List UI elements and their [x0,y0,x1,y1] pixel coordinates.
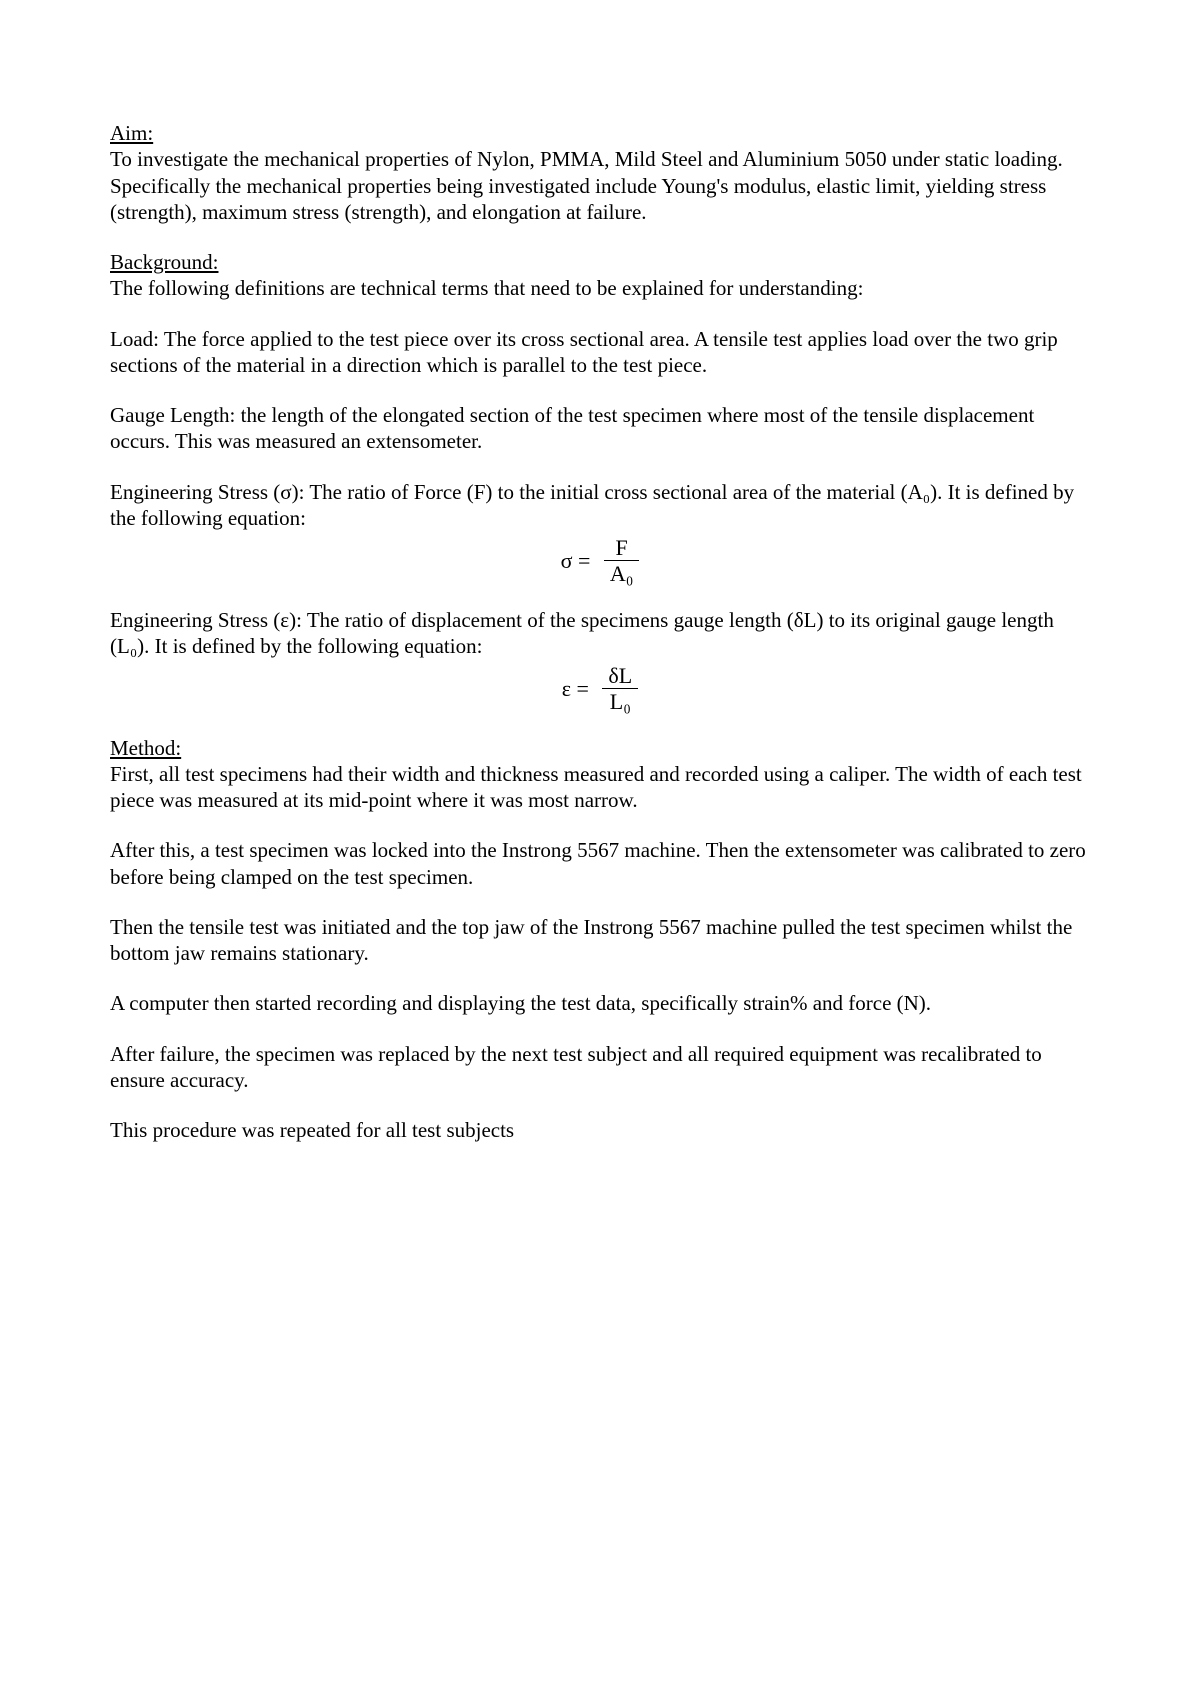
definition-gauge: Gauge Length: the length of the elongate… [110,402,1090,455]
definition-strain: Engineering Stress (ε): The ratio of dis… [110,607,1090,660]
aim-heading: Aim: [110,120,1090,146]
definition-load: Load: The force applied to the test piec… [110,326,1090,379]
strain-eq-denominator: L₀ [602,689,638,714]
stress-eq-numerator: F [604,535,640,561]
background-heading: Background: [110,249,1090,275]
stress-eq-fraction: F A₀ [604,535,640,587]
method-p6: This procedure was repeated for all test… [110,1117,1090,1143]
stress-eq-denominator: A₀ [604,561,640,586]
aim-section: Aim: To investigate the mechanical prope… [110,120,1090,225]
method-p5: After failure, the specimen was replaced… [110,1041,1090,1094]
strain-equation: ε = δL L₀ [110,663,1090,715]
stress-eq-lhs: σ = [561,547,591,575]
method-p3: Then the tensile test was initiated and … [110,914,1090,967]
method-p1: First, all test specimens had their widt… [110,762,1082,812]
strain-eq-fraction: δL L₀ [602,663,638,715]
method-p2: After this, a test specimen was locked i… [110,837,1090,890]
definition-stress: Engineering Stress (σ): The ratio of For… [110,479,1090,532]
strain-eq-lhs: ε = [562,675,589,703]
aim-body: To investigate the mechanical properties… [110,147,1063,224]
stress-equation: σ = F A₀ [110,535,1090,587]
strain-eq-numerator: δL [602,663,638,689]
background-section-head: Background: The following definitions ar… [110,249,1090,302]
method-section-head: Method: First, all test specimens had th… [110,735,1090,814]
background-intro: The following definitions are technical … [110,276,863,300]
document-page: Aim: To investigate the mechanical prope… [110,120,1090,1143]
method-heading: Method: [110,735,1090,761]
method-p4: A computer then started recording and di… [110,990,1090,1016]
